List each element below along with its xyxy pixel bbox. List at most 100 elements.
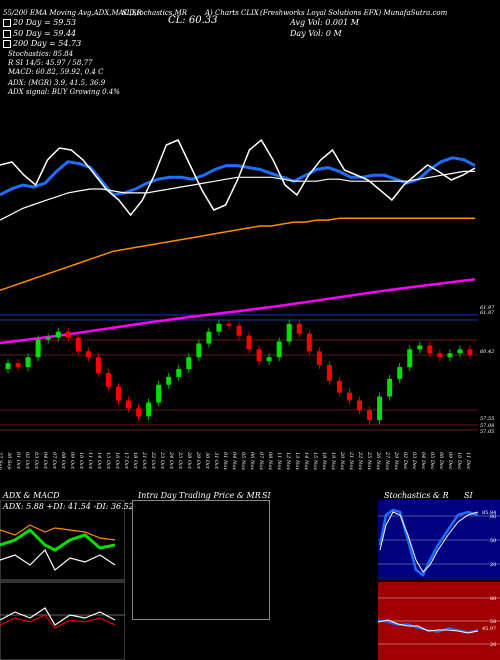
header-right-title: (Freshworks Loyal Solutions EFX) MunafaS… <box>260 9 448 17</box>
price-label-4: 57.55 <box>480 416 495 422</box>
adx-line <box>0 548 116 571</box>
legend-adx: ADX: (MGR) 3.9, 41.5, 36.9 <box>8 79 106 87</box>
date-label: 04 Oct <box>42 452 48 469</box>
rsi-level-label-3: 20 <box>490 642 496 648</box>
candle-40 <box>397 367 403 379</box>
legend-ma50-swatch <box>3 30 11 38</box>
date-label: 26 Nov <box>375 452 381 471</box>
date-label: 06 Nov <box>249 452 255 471</box>
candle-22 <box>216 323 222 332</box>
price-chart <box>0 138 478 431</box>
minus-di-line <box>0 524 116 541</box>
date-label: 02 Dec <box>402 452 408 470</box>
date-label: 22 Nov <box>357 452 363 471</box>
date-label: 18 Oct <box>132 452 138 469</box>
candle-25 <box>246 335 252 350</box>
adx-values-label: ADX: 5.88 +DI: 41.54 -DI: 36.52 <box>3 502 134 511</box>
legend-ma20-text: 20 Day = 59.53 <box>13 18 77 27</box>
legend-macd: MACD: 60.82, 59.92, 0.4 C <box>8 68 104 76</box>
date-label: 09 Dec <box>447 452 453 470</box>
rsi-level-label-1: 80 <box>490 596 496 602</box>
legend-ma200-swatch <box>3 40 11 48</box>
avg-vol-label: Avg Vol: 0.001 M <box>290 18 359 27</box>
series-line-2 <box>0 170 475 221</box>
legend-ma50-text: 50 Day = 59.44 <box>13 29 77 38</box>
close-price-label: CL: 60.33 <box>168 15 218 26</box>
date-label: 07 Nov <box>258 452 264 471</box>
date-label: 16 Oct <box>114 452 120 469</box>
macd-signal-line <box>0 614 116 629</box>
stoch-k-line <box>378 508 479 577</box>
candle-1 <box>5 363 11 370</box>
date-label: 27 Nov <box>384 452 390 471</box>
date-label: 20 Nov <box>339 452 345 471</box>
candle-6 <box>55 331 61 338</box>
series-line-3 <box>0 217 475 292</box>
legend-ma50: 50 Day = 59.44 <box>3 29 76 38</box>
candle-5 <box>45 337 51 340</box>
date-label: 14 Oct <box>96 452 102 469</box>
date-label: 03 Dec <box>411 452 417 470</box>
price-label-6: 57.05 <box>480 429 495 435</box>
date-label: 02 Oct <box>24 452 30 469</box>
date-label: 10 Dec <box>456 452 462 470</box>
date-label: 04 Dec <box>420 452 426 470</box>
intraday-panel-title: Intra Day Trading Price & MR <box>138 491 261 500</box>
date-label: 23 Oct <box>159 452 165 469</box>
candle-30 <box>296 323 302 334</box>
stoch-level-label-1: 80 <box>490 514 496 520</box>
candle-19 <box>186 357 192 370</box>
date-label: 05 Nov <box>240 452 246 471</box>
stoch-panel-si: SI <box>464 491 473 500</box>
date-label: 08 Oct <box>60 452 66 469</box>
date-label: 04 Nov <box>231 452 237 471</box>
date-label: 01 Nov <box>222 452 228 471</box>
adx-panel-title: ADX & MACD <box>3 491 60 500</box>
date-label: 19 Nov <box>330 452 336 471</box>
stoch-rsi-panel: 80 50 20 80 50 20 85.84 45.97 <box>378 500 500 660</box>
stoch-level-label-2: 50 <box>490 538 496 544</box>
candle-9 <box>85 351 91 358</box>
date-label: 15 Nov <box>312 452 318 471</box>
plus-di-line <box>0 528 116 552</box>
candle-45 <box>447 353 453 358</box>
candle-20 <box>196 343 202 358</box>
date-label: 05 Dec <box>429 452 435 470</box>
date-label: 22 Oct <box>150 452 156 469</box>
legend-ma200: 200 Day = 54.73 <box>3 39 81 48</box>
intraday-panel-si: SI <box>262 491 271 500</box>
candle-8 <box>75 337 81 352</box>
date-label: 29 Nov <box>393 452 399 471</box>
date-label: 08 Nov <box>267 452 273 471</box>
candle-10 <box>95 357 101 373</box>
date-label: 31 Oct <box>213 452 219 469</box>
macd-line <box>0 607 116 626</box>
candle-26 <box>256 349 262 362</box>
header-left-title: 55/200 EMA Moving Avg,ADX,MACD,R <box>3 9 142 17</box>
adx-box <box>0 500 125 581</box>
candle-39 <box>387 378 393 397</box>
candle-37 <box>367 410 373 421</box>
candle-46 <box>457 349 463 354</box>
date-label: 24 Oct <box>168 452 174 469</box>
date-label: 17 Oct <box>123 452 129 469</box>
legend-rsi: R SI 14/5: 45.97 / 58.77 <box>8 59 93 67</box>
date-label: 18 Nov <box>321 452 327 471</box>
legend-ma200-text: 200 Day = 54.73 <box>13 39 82 48</box>
date-label: 15 Oct <box>105 452 111 469</box>
candle-43 <box>427 345 433 354</box>
date-label: 14 Nov <box>303 452 309 471</box>
date-label: 03 Oct <box>33 452 39 469</box>
candle-12 <box>115 386 121 401</box>
stoch-d-line <box>379 511 479 573</box>
rsi-level-label-2: 50 <box>490 619 496 625</box>
legend-ma20-swatch <box>3 19 11 27</box>
header-mid-title: SI,Stochastics,MR <box>122 9 188 17</box>
candle-11 <box>105 372 111 387</box>
date-label: 09 Oct <box>69 452 75 469</box>
stoch-level-label-3: 20 <box>490 562 496 568</box>
price-label-3: 60.42 <box>480 349 495 355</box>
date-label: 12 Nov <box>285 452 291 471</box>
legend-adx-signal: ADX signal: BUY Growing 0.4% <box>8 88 120 96</box>
candle-42 <box>417 345 423 350</box>
